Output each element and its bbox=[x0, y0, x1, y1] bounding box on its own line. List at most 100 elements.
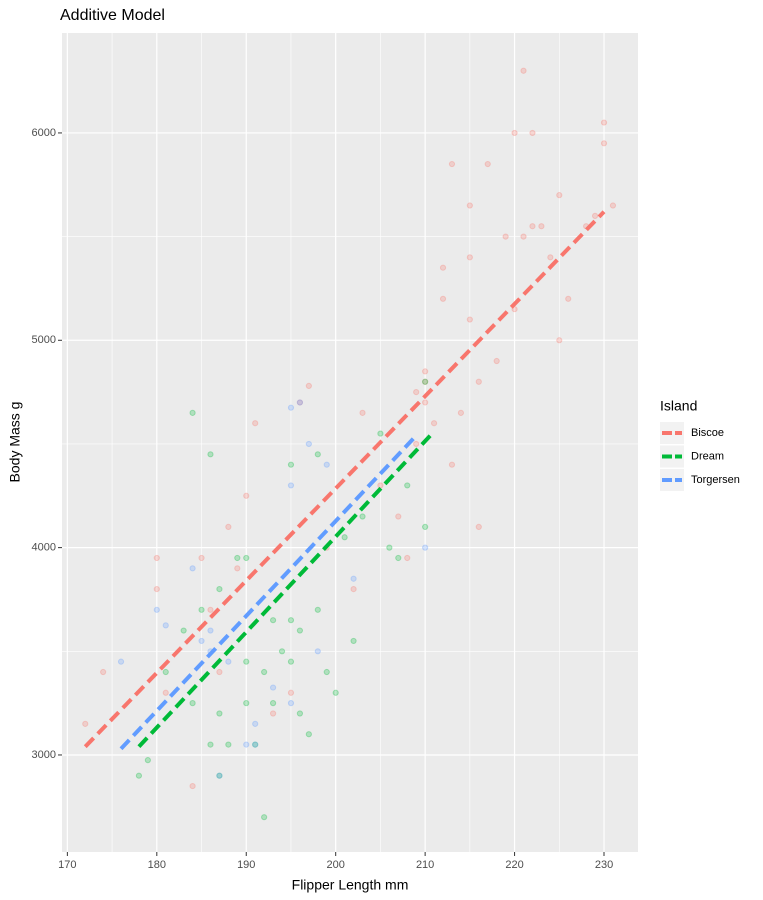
point bbox=[350, 575, 357, 582]
point bbox=[162, 622, 169, 629]
point bbox=[422, 399, 429, 406]
point bbox=[269, 710, 277, 717]
point bbox=[82, 720, 89, 727]
point bbox=[287, 700, 295, 707]
point bbox=[296, 627, 304, 634]
point bbox=[556, 337, 563, 344]
point bbox=[529, 129, 536, 137]
point bbox=[565, 295, 572, 302]
point bbox=[234, 554, 241, 562]
point bbox=[153, 606, 160, 613]
point bbox=[404, 554, 411, 562]
point bbox=[207, 627, 214, 634]
point bbox=[305, 731, 312, 738]
point bbox=[189, 700, 196, 707]
point bbox=[287, 689, 295, 696]
point bbox=[520, 233, 527, 240]
point bbox=[529, 223, 536, 230]
point bbox=[484, 160, 491, 168]
plot-panel bbox=[62, 33, 638, 852]
point bbox=[511, 129, 518, 137]
point bbox=[422, 378, 429, 385]
point bbox=[100, 668, 107, 676]
point bbox=[252, 741, 259, 748]
point bbox=[556, 192, 563, 199]
point bbox=[278, 648, 286, 655]
point bbox=[162, 689, 169, 696]
point bbox=[153, 585, 160, 593]
point bbox=[216, 710, 223, 717]
point bbox=[359, 513, 366, 520]
point bbox=[189, 409, 196, 416]
point bbox=[216, 772, 223, 779]
x-tick-label: 170 bbox=[58, 859, 76, 871]
point bbox=[287, 617, 295, 624]
legend-label: Torgersen bbox=[691, 474, 740, 486]
point bbox=[395, 513, 402, 520]
point bbox=[243, 700, 250, 707]
point bbox=[413, 440, 420, 448]
point bbox=[296, 710, 304, 717]
legend-label: Biscoe bbox=[691, 427, 724, 439]
point bbox=[243, 554, 250, 562]
point bbox=[207, 606, 214, 613]
point bbox=[162, 668, 169, 676]
point bbox=[305, 440, 312, 448]
point bbox=[189, 782, 196, 790]
point bbox=[198, 637, 205, 645]
point bbox=[475, 378, 482, 385]
point bbox=[377, 430, 384, 437]
point bbox=[538, 223, 545, 230]
point bbox=[475, 523, 482, 530]
point bbox=[341, 534, 348, 541]
point bbox=[466, 316, 473, 323]
point bbox=[547, 254, 554, 261]
point bbox=[252, 720, 259, 727]
chart-title: Additive Model bbox=[60, 7, 165, 24]
point bbox=[395, 554, 402, 562]
x-tick-label: 200 bbox=[327, 859, 345, 871]
point bbox=[287, 658, 295, 665]
point bbox=[269, 700, 277, 707]
point bbox=[305, 382, 312, 389]
point bbox=[493, 357, 500, 365]
point bbox=[252, 741, 259, 748]
x-tick-label: 210 bbox=[416, 859, 434, 871]
point bbox=[591, 212, 599, 219]
point bbox=[189, 565, 196, 572]
point bbox=[216, 585, 223, 593]
point bbox=[350, 637, 357, 645]
point bbox=[314, 451, 321, 458]
point bbox=[287, 482, 295, 489]
legend-title: Island bbox=[660, 398, 697, 414]
point bbox=[457, 409, 465, 416]
point bbox=[269, 684, 277, 691]
point bbox=[252, 420, 259, 427]
point bbox=[404, 482, 411, 489]
y-tick-label: 5000 bbox=[32, 334, 56, 346]
fit-line bbox=[83, 210, 606, 749]
point bbox=[269, 617, 277, 624]
point bbox=[287, 461, 295, 468]
point bbox=[216, 668, 223, 676]
point bbox=[243, 492, 250, 499]
point bbox=[323, 668, 330, 676]
x-tick-label: 220 bbox=[505, 859, 523, 871]
point bbox=[314, 606, 321, 613]
x-tick-label: 230 bbox=[595, 859, 613, 871]
point bbox=[502, 233, 509, 240]
point bbox=[413, 389, 420, 396]
point bbox=[225, 658, 232, 665]
point bbox=[448, 160, 456, 168]
point bbox=[466, 254, 473, 261]
point bbox=[323, 461, 330, 468]
point bbox=[350, 585, 357, 593]
point bbox=[135, 772, 143, 779]
point bbox=[261, 814, 268, 821]
point bbox=[359, 409, 366, 416]
point bbox=[207, 451, 214, 458]
point bbox=[287, 404, 295, 411]
point bbox=[439, 295, 447, 302]
point bbox=[180, 627, 187, 634]
